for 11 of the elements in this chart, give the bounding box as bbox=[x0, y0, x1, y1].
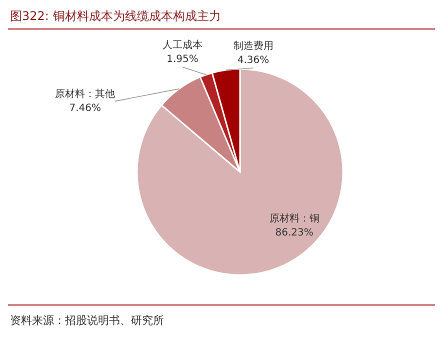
data-label: 1.95% bbox=[166, 54, 198, 66]
data-label: 4.36% bbox=[237, 55, 270, 66]
text: 资料来源：招股说明书、研究所 bbox=[10, 314, 164, 327]
data-label: 86.23% bbox=[275, 228, 314, 239]
slice-label: 原材料：铜 bbox=[269, 212, 320, 225]
slice-label: 制造费用 bbox=[233, 40, 274, 52]
chart-title: 图322: 铜材料成本为线缆成本构成主力 bbox=[10, 9, 221, 23]
slice-label: 人工成本 bbox=[162, 39, 202, 52]
pie-slice bbox=[136, 68, 344, 276]
slice-label: 原材料：其他 bbox=[55, 88, 116, 100]
data-label: 7.46% bbox=[69, 103, 102, 114]
